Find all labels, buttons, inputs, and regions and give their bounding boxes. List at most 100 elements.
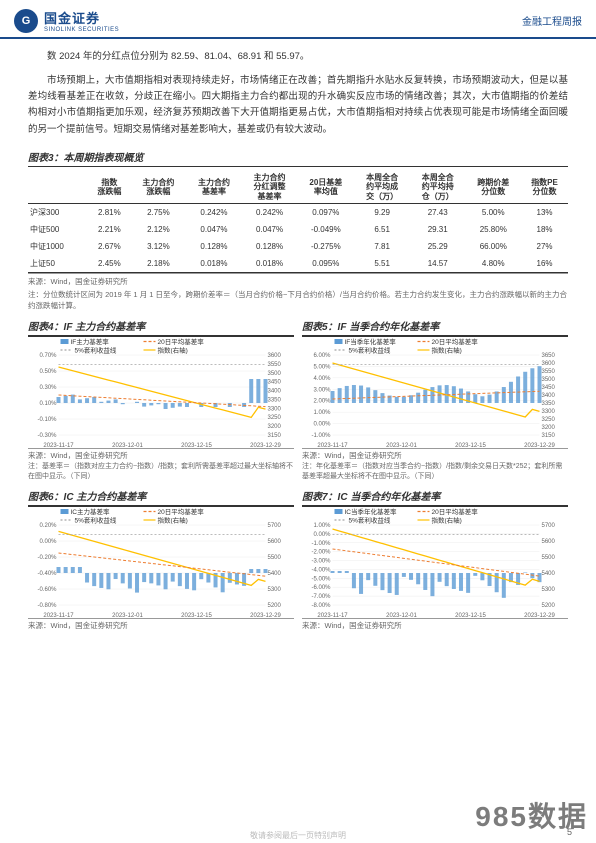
svg-text:3300: 3300 bbox=[542, 409, 556, 415]
svg-text:-2.00%: -2.00% bbox=[311, 549, 331, 555]
svg-text:2023-11-17: 2023-11-17 bbox=[43, 443, 74, 449]
svg-text:3450: 3450 bbox=[542, 385, 556, 391]
svg-text:2023-12-15: 2023-12-15 bbox=[455, 613, 486, 619]
svg-text:3400: 3400 bbox=[542, 393, 556, 399]
svg-text:-5.00%: -5.00% bbox=[311, 576, 331, 582]
svg-text:3150: 3150 bbox=[542, 433, 556, 439]
svg-text:6.00%: 6.00% bbox=[313, 353, 331, 359]
svg-text:0.00%: 0.00% bbox=[313, 422, 331, 428]
svg-text:3400: 3400 bbox=[268, 389, 282, 395]
svg-text:5400: 5400 bbox=[542, 571, 556, 577]
chart6-title: 图表6：IC 主力合约基差率 bbox=[28, 485, 294, 506]
svg-text:20日平均基差率: 20日平均基差率 bbox=[158, 337, 205, 346]
svg-text:5200: 5200 bbox=[268, 603, 282, 609]
svg-text:指数(右轴): 指数(右轴) bbox=[432, 515, 462, 524]
svg-text:指数(右轴): 指数(右轴) bbox=[432, 346, 462, 355]
svg-text:3250: 3250 bbox=[542, 417, 556, 423]
svg-text:5600: 5600 bbox=[268, 539, 282, 545]
page-header: G 国金证券 SINOLINK SECURITIES 金融工程周报 bbox=[0, 0, 596, 39]
svg-text:-0.20%: -0.20% bbox=[37, 555, 57, 561]
svg-text:-0.30%: -0.30% bbox=[37, 433, 57, 439]
svg-text:5500: 5500 bbox=[542, 555, 556, 561]
svg-text:3350: 3350 bbox=[268, 398, 282, 404]
svg-text:5%套利收益线: 5%套利收益线 bbox=[349, 515, 391, 524]
svg-text:5300: 5300 bbox=[542, 587, 556, 593]
chart4: IF主力基差率20日平均基差率5%套利收益线指数(右轴)0.70%0.50%0.… bbox=[28, 336, 294, 448]
chart5-title: 图表5：IF 当季合约年化基差率 bbox=[302, 315, 568, 336]
svg-text:2023-12-15: 2023-12-15 bbox=[181, 613, 212, 619]
svg-text:2023-12-15: 2023-12-15 bbox=[181, 443, 212, 449]
svg-text:5%套利收益线: 5%套利收益线 bbox=[75, 346, 117, 355]
svg-text:3.00%: 3.00% bbox=[313, 388, 331, 394]
content-area: 数 2024 年的分红点位分别为 82.59、81.04、68.91 和 55.… bbox=[0, 39, 596, 631]
svg-text:2023-11-17: 2023-11-17 bbox=[43, 613, 74, 619]
svg-text:5%套利收益线: 5%套利收益线 bbox=[349, 346, 391, 355]
svg-text:3450: 3450 bbox=[268, 380, 282, 386]
svg-text:IC当季年化基差率: IC当季年化基差率 bbox=[345, 507, 398, 516]
svg-text:5.00%: 5.00% bbox=[313, 365, 331, 371]
svg-text:-0.40%: -0.40% bbox=[37, 571, 57, 577]
svg-text:3200: 3200 bbox=[268, 425, 282, 431]
svg-text:IF主力基差率: IF主力基差率 bbox=[71, 337, 110, 346]
svg-text:-0.80%: -0.80% bbox=[37, 603, 57, 609]
svg-text:3600: 3600 bbox=[268, 353, 282, 359]
svg-text:指数(右轴): 指数(右轴) bbox=[158, 346, 188, 355]
svg-text:2023-12-01: 2023-12-01 bbox=[112, 613, 143, 619]
company-cn: 国金证券 bbox=[44, 8, 119, 27]
paragraph-1: 数 2024 年的分红点位分别为 82.59、81.04、68.91 和 55.… bbox=[28, 49, 568, 65]
svg-text:2023-12-15: 2023-12-15 bbox=[455, 443, 486, 449]
svg-text:3600: 3600 bbox=[542, 361, 556, 367]
report-type: 金融工程周报 bbox=[522, 13, 582, 28]
svg-text:5300: 5300 bbox=[268, 587, 282, 593]
svg-text:3550: 3550 bbox=[542, 369, 556, 375]
svg-text:3150: 3150 bbox=[268, 433, 282, 439]
company-en: SINOLINK SECURITIES bbox=[44, 27, 119, 33]
svg-text:-1.00%: -1.00% bbox=[311, 540, 331, 546]
svg-text:0.00%: 0.00% bbox=[313, 532, 331, 538]
paragraph-2: 市场预期上，大市值期指相对表现持续走好，市场情绪正在改善；首先期指升水贴水反复转… bbox=[28, 73, 568, 138]
svg-text:2.00%: 2.00% bbox=[313, 399, 331, 405]
svg-text:0.30%: 0.30% bbox=[39, 385, 57, 391]
chart4-title: 图表4：IF 主力合约基差率 bbox=[28, 315, 294, 336]
svg-text:IF当季年化基差率: IF当季年化基差率 bbox=[345, 337, 397, 346]
chart7: IC当季年化基差率 20日平均基差率 5%套利收益线 指数(右轴) 1.00% 0.00%… bbox=[302, 506, 568, 618]
svg-text:3500: 3500 bbox=[268, 371, 282, 377]
svg-text:1.00%: 1.00% bbox=[313, 523, 331, 529]
chart6: IC主力基差率20日平均基差率5%套利收益线指数(右轴)0.20%0.00%-0… bbox=[28, 506, 294, 618]
svg-text:4.00%: 4.00% bbox=[313, 376, 331, 382]
svg-text:20日平均基差率: 20日平均基差率 bbox=[432, 337, 479, 346]
svg-text:5700: 5700 bbox=[542, 523, 556, 529]
svg-text:2023-11-17: 2023-11-17 bbox=[317, 613, 348, 619]
svg-text:-6.00%: -6.00% bbox=[311, 585, 331, 591]
table3: 指数涨跌幅主力合约涨跌幅主力合约基差率主力合约分红调整基差率20日基差率均值本周… bbox=[28, 171, 568, 274]
svg-text:0.70%: 0.70% bbox=[39, 353, 57, 359]
svg-text:2023-12-29: 2023-12-29 bbox=[524, 443, 555, 449]
svg-text:3500: 3500 bbox=[542, 377, 556, 383]
svg-text:-3.00%: -3.00% bbox=[311, 558, 331, 564]
svg-text:0.20%: 0.20% bbox=[39, 523, 57, 529]
svg-text:5500: 5500 bbox=[268, 555, 282, 561]
chart4-source: 来源：Wind，国金证券研究所 bbox=[28, 448, 294, 461]
svg-text:-0.10%: -0.10% bbox=[37, 417, 57, 423]
svg-text:-7.00%: -7.00% bbox=[311, 594, 331, 600]
chart5-source: 来源：Wind，国金证券研究所 bbox=[302, 448, 568, 461]
logo-icon: G bbox=[14, 9, 38, 33]
svg-text:5700: 5700 bbox=[268, 523, 282, 529]
svg-text:2023-12-29: 2023-12-29 bbox=[250, 443, 281, 449]
svg-text:2023-11-17: 2023-11-17 bbox=[317, 443, 348, 449]
table3-title: 图表3：本周期指表现概览 bbox=[28, 146, 568, 167]
svg-text:2023-12-29: 2023-12-29 bbox=[524, 613, 555, 619]
svg-text:5400: 5400 bbox=[268, 571, 282, 577]
svg-text:3250: 3250 bbox=[268, 416, 282, 422]
chart4-note: 注：基差率＝（指数对应主力合约−指数）/指数；套利所需基差率超过最大坐标轴将不在… bbox=[28, 462, 294, 480]
table3-note: 注：分位数统计区间为 2019 年 1 月 1 日至今，跨期价差率＝（当月合约价… bbox=[28, 290, 568, 311]
svg-text:3650: 3650 bbox=[542, 353, 556, 359]
svg-text:0.00%: 0.00% bbox=[39, 539, 57, 545]
chart7-title: 图表7：IC 当季合约年化基差率 bbox=[302, 485, 568, 506]
table3-source: 来源：Wind，国金证券研究所 bbox=[28, 273, 568, 287]
svg-text:5200: 5200 bbox=[542, 603, 556, 609]
svg-text:2023-12-01: 2023-12-01 bbox=[386, 443, 417, 449]
watermark: 985数据 bbox=[475, 795, 588, 835]
svg-text:-8.00%: -8.00% bbox=[311, 603, 331, 609]
svg-text:20日平均基差率: 20日平均基差率 bbox=[432, 507, 479, 516]
